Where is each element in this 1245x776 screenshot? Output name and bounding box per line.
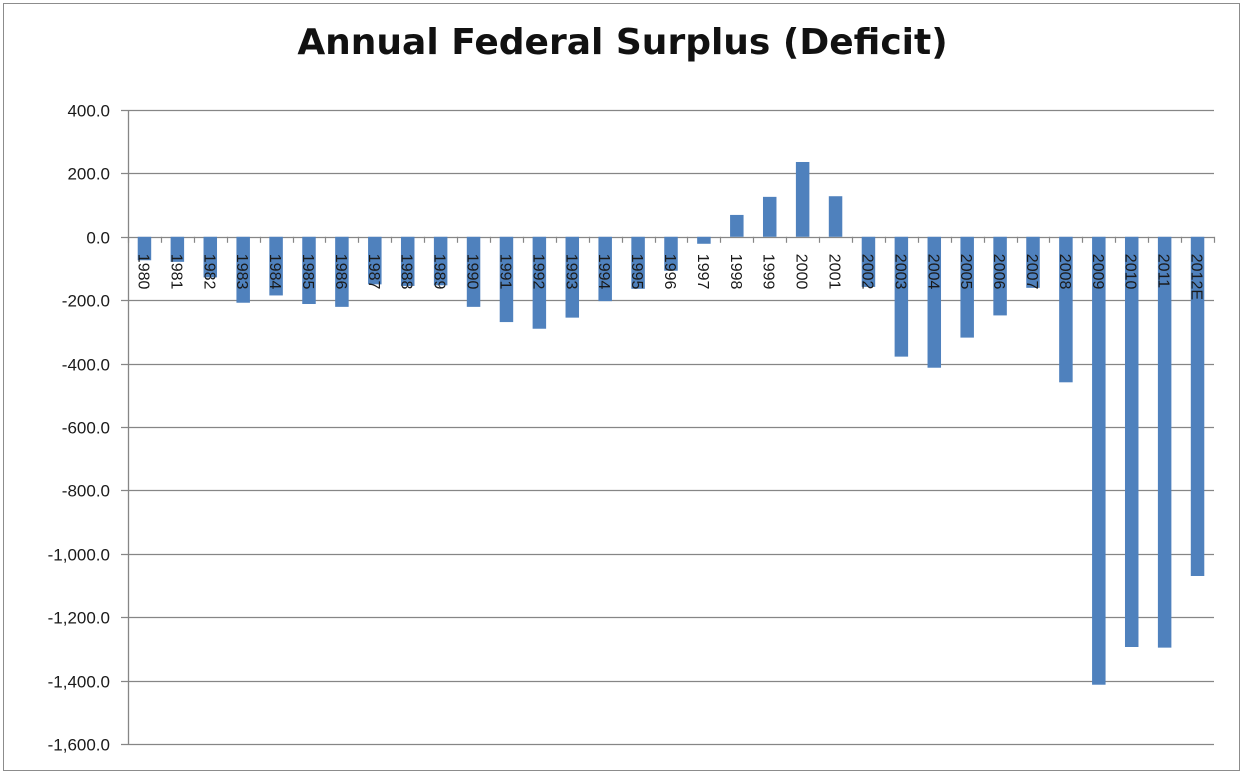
bar (1157, 236, 1172, 648)
x-category-label: 1998 (727, 254, 744, 290)
bar (236, 236, 250, 303)
x-category-label: 2005 (957, 254, 974, 290)
y-tick-label: -800.0 (62, 482, 110, 501)
x-category-label: 2008 (1056, 254, 1073, 290)
bar (499, 236, 514, 323)
x-category-label: 2010 (1122, 254, 1139, 290)
x-category-label: 1994 (595, 254, 612, 290)
x-category-label: 1983 (233, 254, 250, 290)
x-category-label: 1996 (661, 254, 678, 290)
chart-frame (3, 3, 1240, 771)
y-tick-label: 400.0 (67, 102, 110, 121)
bar (269, 236, 283, 296)
bar (1026, 236, 1040, 288)
x-category-label: 1993 (562, 254, 579, 290)
bar (861, 236, 876, 287)
x-category-label: 1995 (628, 254, 645, 290)
chart-title: Annual Federal Surplus (Deficit) (297, 22, 948, 63)
bar (927, 236, 942, 368)
axes (127, 110, 1216, 744)
bar (203, 236, 218, 278)
y-tick-label: -1,400.0 (48, 673, 110, 692)
x-category-label: 2001 (826, 254, 843, 290)
y-tick-label: -1,000.0 (48, 546, 110, 565)
y-tick-label: -400.0 (62, 356, 110, 375)
bar (433, 236, 448, 286)
bar (1059, 236, 1073, 383)
x-category-label: 2002 (858, 254, 875, 290)
bar (894, 236, 909, 357)
y-tick-label: -600.0 (62, 419, 110, 438)
x-category-label: 1991 (496, 254, 513, 290)
bar (1092, 236, 1106, 685)
bar (762, 196, 777, 237)
x-category-label: 1997 (694, 254, 711, 290)
x-category-label: 2004 (924, 254, 941, 290)
x-category-label: 1985 (299, 254, 316, 290)
x-category-label: 1988 (398, 254, 415, 290)
x-category-label: 2009 (1089, 254, 1106, 290)
bar (730, 214, 744, 237)
x-category-label: 1989 (431, 254, 448, 290)
x-category-label: 2003 (891, 254, 908, 290)
y-tick-label: 200.0 (67, 165, 110, 184)
y-tick-label: -1,600.0 (48, 736, 110, 755)
category-labels: 1980 1981 1982 1983 1984 1985 1986 1987 1988 1989… (134, 254, 1204, 300)
bar (532, 236, 547, 329)
bar (1190, 236, 1205, 576)
x-category-label: 2000 (793, 254, 810, 290)
x-category-label: 1987 (365, 254, 382, 290)
x-category-label: 2006 (990, 254, 1007, 290)
x-category-label: 1990 (464, 254, 481, 290)
x-category-label: 1980 (134, 254, 151, 290)
bar (697, 236, 711, 244)
bars (137, 161, 1205, 685)
y-axis-tick-labels: 400.0 200.0 0.0 -200.0 -400.0 -600.0 -800.0 -1,… (48, 102, 110, 755)
x-category-label: 2012E (1188, 254, 1205, 300)
x-category-label: 2011 (1155, 254, 1172, 289)
bar (368, 236, 382, 285)
x-category-label: 1982 (200, 254, 217, 290)
bar (302, 236, 316, 305)
bar (828, 196, 843, 237)
bar (795, 161, 810, 237)
bar (1124, 236, 1139, 647)
y-tick-label: 0.0 (86, 229, 110, 248)
x-category-label: 1999 (760, 254, 777, 290)
bar (170, 236, 185, 262)
x-category-label: 1981 (167, 254, 184, 290)
bar (993, 236, 1007, 316)
x-category-label: 1984 (266, 254, 283, 290)
x-category-label: 1986 (332, 254, 349, 290)
bar (400, 236, 415, 286)
y-tick-label: -200.0 (62, 292, 110, 311)
bar (598, 236, 612, 302)
x-category-label: 1992 (529, 254, 546, 290)
y-tick-label: -1,200.0 (48, 609, 110, 628)
bar (466, 236, 481, 307)
bar (960, 236, 974, 338)
bar (137, 236, 152, 261)
bar (335, 236, 349, 307)
x-category-label: 2007 (1023, 254, 1040, 290)
bar (565, 236, 580, 318)
gridlines (121, 109, 1214, 746)
bar (664, 236, 678, 271)
bar (631, 236, 645, 289)
